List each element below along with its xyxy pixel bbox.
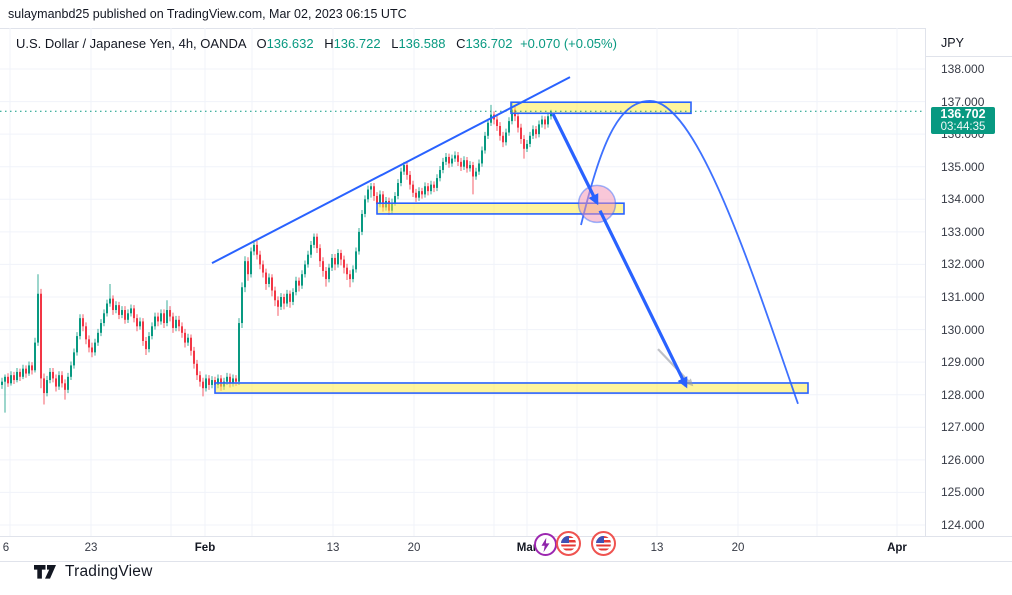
time-tick: 13 [650,542,664,554]
price-axis[interactable]: JPY 138.000 137.000 136.000 135.000 134.000 1… [926,28,1012,560]
tradingview-logo-icon [34,565,56,579]
economic-event-bolt-icon[interactable] [534,533,557,556]
price-tick: 131.000 [941,289,985,304]
price-tick: 135.000 [941,159,985,174]
time-tick: 23 [84,542,98,554]
time-tick: 20 [407,542,421,554]
price-tick: 133.000 [941,224,985,239]
open-label: O [256,36,267,51]
close-label: C [456,36,466,51]
lightning-icon [541,537,550,552]
us-economic-event-icon-1[interactable] [556,531,581,556]
grid-layer [0,28,925,536]
time-tick: 13 [326,542,340,554]
price-tick: 137.000 [941,94,985,109]
projection-arrow-1[interactable] [551,113,599,206]
time-tick: 20 [731,542,745,554]
price-tick: 132.000 [941,257,985,272]
last-price-value: 136.702 [940,107,986,121]
price-tick: 124.000 [941,517,985,532]
time-tick: Feb [194,542,216,554]
intermediate-zone[interactable] [376,202,625,215]
bar-countdown: 03:44:35 [940,121,986,133]
price-tick: 126.000 [941,452,985,467]
tradingview-brand-text: TradingView [65,563,153,580]
price-tick: 129.000 [941,355,985,370]
open-value: 136.632 [266,36,314,51]
time-tick: Apr [887,542,907,554]
us-economic-event-icon-2[interactable] [591,531,616,556]
high-value: 136.722 [333,36,381,51]
attribution-banner: sulaymanbd25 published on TradingView.co… [0,0,1012,29]
candles-layer[interactable] [1,101,552,413]
projection-arrow-2[interactable] [598,209,688,389]
price-tick: 134.000 [941,192,985,207]
demand-zone[interactable] [214,382,809,394]
symbol-legend[interactable]: U.S. Dollar / Japanese Yen, 4h, OANDA O1… [16,36,617,51]
chart-pane[interactable]: U.S. Dollar / Japanese Yen, 4h, OANDA O1… [0,28,925,556]
price-tick: 127.000 [941,420,985,435]
currency-separator [926,56,1012,57]
last-price-badge: 136.702 03:44:35 [931,107,995,134]
projection-curve[interactable] [580,100,799,405]
price-tick: 130.000 [941,322,985,337]
chart-canvas[interactable] [0,28,925,536]
ascending-trendline[interactable] [211,76,571,265]
time-tick: 6 [2,542,10,554]
time-axis[interactable]: 6 23 Feb 13 20 Mar 13 20 Apr [0,536,1012,562]
zones-layer[interactable] [214,101,809,394]
low-label: L [391,36,399,51]
price-axis-separator [925,28,926,560]
price-tick: 138.000 [941,62,985,76]
footer-logo[interactable]: TradingView [34,563,153,581]
axis-currency-label: JPY [941,36,964,50]
us-flag-icon [596,536,611,551]
change-value: +0.070 (+0.05%) [520,36,617,51]
price-tick: 128.000 [941,387,985,402]
symbol-title[interactable]: U.S. Dollar / Japanese Yen, 4h, OANDA [16,36,246,51]
low-value: 136.588 [398,36,446,51]
price-tick: 125.000 [941,485,985,500]
time-tick: Mar [516,542,538,554]
high-label: H [324,36,334,51]
us-flag-icon [561,536,576,551]
entry-highlight-circle[interactable] [577,184,617,224]
close-value: 136.702 [465,36,513,51]
attribution-text: sulaymanbd25 published on TradingView.co… [8,7,407,21]
